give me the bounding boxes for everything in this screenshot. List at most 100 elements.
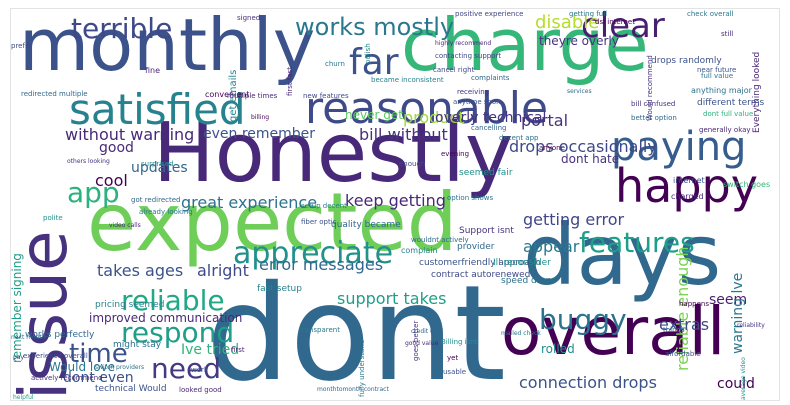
word-bill-confused: bill confused xyxy=(631,100,676,108)
word-even-remember: even remember xyxy=(203,126,316,142)
word-churn: churn xyxy=(325,60,345,68)
word-seem: seem xyxy=(709,292,748,308)
word-affordable: affordable xyxy=(665,350,701,358)
word-still: still xyxy=(721,30,734,38)
word-quality-became: quality became xyxy=(331,220,401,230)
word-would-recommend: Would recommend xyxy=(646,54,654,121)
word-signed: signed xyxy=(237,14,261,22)
word-next-month: next month xyxy=(11,334,46,341)
word-ill-reconsider: Ill reconsider xyxy=(493,258,551,268)
word-generally-okay: generally okay xyxy=(699,126,751,134)
word-would-love: Would love xyxy=(49,360,116,374)
word-evening: evening xyxy=(441,150,470,158)
word-reasonable: reasonable xyxy=(305,83,549,134)
word-others-looking: others looking xyxy=(67,158,110,165)
word-provider: provider xyxy=(457,242,495,252)
word-getting-error: getting error xyxy=(523,210,625,229)
word-paying: paying xyxy=(611,124,747,170)
word-different-terms: different terms xyxy=(697,98,765,108)
word-wouldnt-actively: wouldnt actively xyxy=(411,236,469,244)
word-great-experience: great experience xyxy=(181,193,318,212)
word-without-warning: without warning xyxy=(65,125,195,144)
word-takes-ages: takes ages xyxy=(97,261,184,280)
word-appear: appear xyxy=(523,237,580,256)
word-happy: happy xyxy=(615,159,758,213)
word-dont: dont xyxy=(206,257,506,405)
word-charged: charged xyxy=(671,192,704,201)
word-honestly: Honestly xyxy=(153,106,514,201)
word-internet: internet xyxy=(673,176,705,185)
word-alright: alright xyxy=(197,261,249,280)
word-anytime-soon: anytime soon xyxy=(453,98,501,106)
word-dont-hate: dont hate xyxy=(561,152,620,166)
word-updates: updates xyxy=(131,160,188,176)
word-error-messages: error messages xyxy=(259,255,384,274)
word-technical-would: technical Would xyxy=(95,384,167,394)
word-redirected-multiple: redirected multiple xyxy=(21,90,88,98)
word-mailed-check: mailed check xyxy=(501,330,541,337)
word-complaints: complaints xyxy=(471,74,510,82)
word-work: work xyxy=(191,366,208,374)
word-new-features: new features xyxy=(303,92,349,100)
word-positive-experience: positive experience xyxy=(455,10,524,18)
word-complain: complain xyxy=(401,246,438,255)
word-pricing-seemed: pricing seemed xyxy=(95,300,165,310)
word-yet: yet xyxy=(447,354,459,362)
word-average-video: average video xyxy=(740,357,747,400)
word-fiber-optic: fiber optic xyxy=(301,218,337,226)
word-cancel-right: cancel right xyxy=(433,66,475,74)
word-fully-understand: fully understand xyxy=(358,339,366,397)
word-billing-isnt: Billing isnt xyxy=(441,338,478,346)
word-remember-signing: remember signing xyxy=(10,252,24,363)
word-never-get: never get xyxy=(345,108,403,122)
word-cancelling: cancelling xyxy=(471,124,507,132)
word-services: services xyxy=(567,88,592,95)
word-could: could xyxy=(717,376,755,392)
word-disable: disable xyxy=(535,12,600,33)
word-reliability: reliability xyxy=(737,322,765,329)
word-check-overall: check overall xyxy=(687,10,734,18)
word-polish: polish xyxy=(364,43,372,65)
word-rolled: rolled xyxy=(541,342,575,356)
word-everything-looked: Everything looked xyxy=(752,51,762,134)
word-convenient: convenient xyxy=(205,90,250,99)
word-days: days xyxy=(523,206,722,304)
word-highly-recommend: highly recommend xyxy=(435,40,492,47)
word-satisfied: satisfied xyxy=(69,85,246,134)
word-extras: extras xyxy=(659,315,710,334)
word-helpful: helpful xyxy=(13,394,34,401)
word-respond: respond xyxy=(121,316,235,349)
word-support-takes: support takes xyxy=(337,289,447,308)
word-multiple-times: multiple times xyxy=(227,92,278,100)
word-first-fast: first fast xyxy=(286,66,294,96)
word-already-looking: already looking xyxy=(139,208,193,216)
word-app: app xyxy=(67,176,120,209)
word-works-perfectly: works perfectly xyxy=(25,330,95,340)
word-near-future: near future xyxy=(697,66,737,74)
word-reliable: reliable xyxy=(121,284,225,317)
word-dsl-internet: dsl internet xyxy=(595,18,635,26)
word-prefer: prefer xyxy=(11,42,33,50)
word-customerfriendly-approach: customerfriendly approach xyxy=(419,258,541,268)
word-decent-app: decent app xyxy=(499,134,539,142)
word-ive-tried: Ive tried xyxy=(181,342,240,358)
word-transparent: transparent xyxy=(299,326,340,334)
word-product: product xyxy=(403,108,465,127)
word-switch-goes: switch goes xyxy=(723,180,771,189)
word-theyre-overly: theyre overly xyxy=(539,34,619,48)
word-drops-randomly: drops randomly xyxy=(651,56,722,66)
word-connection-drops: connection drops xyxy=(519,373,657,392)
word-speed-drops: speed drops xyxy=(501,276,557,286)
word-fine: fine xyxy=(145,66,161,75)
word-credit-card: credit card xyxy=(411,328,444,335)
word-expected: expected xyxy=(87,176,458,269)
word-got-redirected: got redirected xyxy=(131,196,181,204)
word-good: good xyxy=(99,140,134,156)
word-seemed-fair: seemed fair xyxy=(459,168,513,178)
word-clear: clear xyxy=(581,6,665,46)
word-dont-full-value: dont full value xyxy=(703,110,754,118)
word-surprised: surprised xyxy=(141,160,174,168)
word-better-option: better option xyxy=(631,114,677,122)
word-time: time xyxy=(69,339,128,369)
